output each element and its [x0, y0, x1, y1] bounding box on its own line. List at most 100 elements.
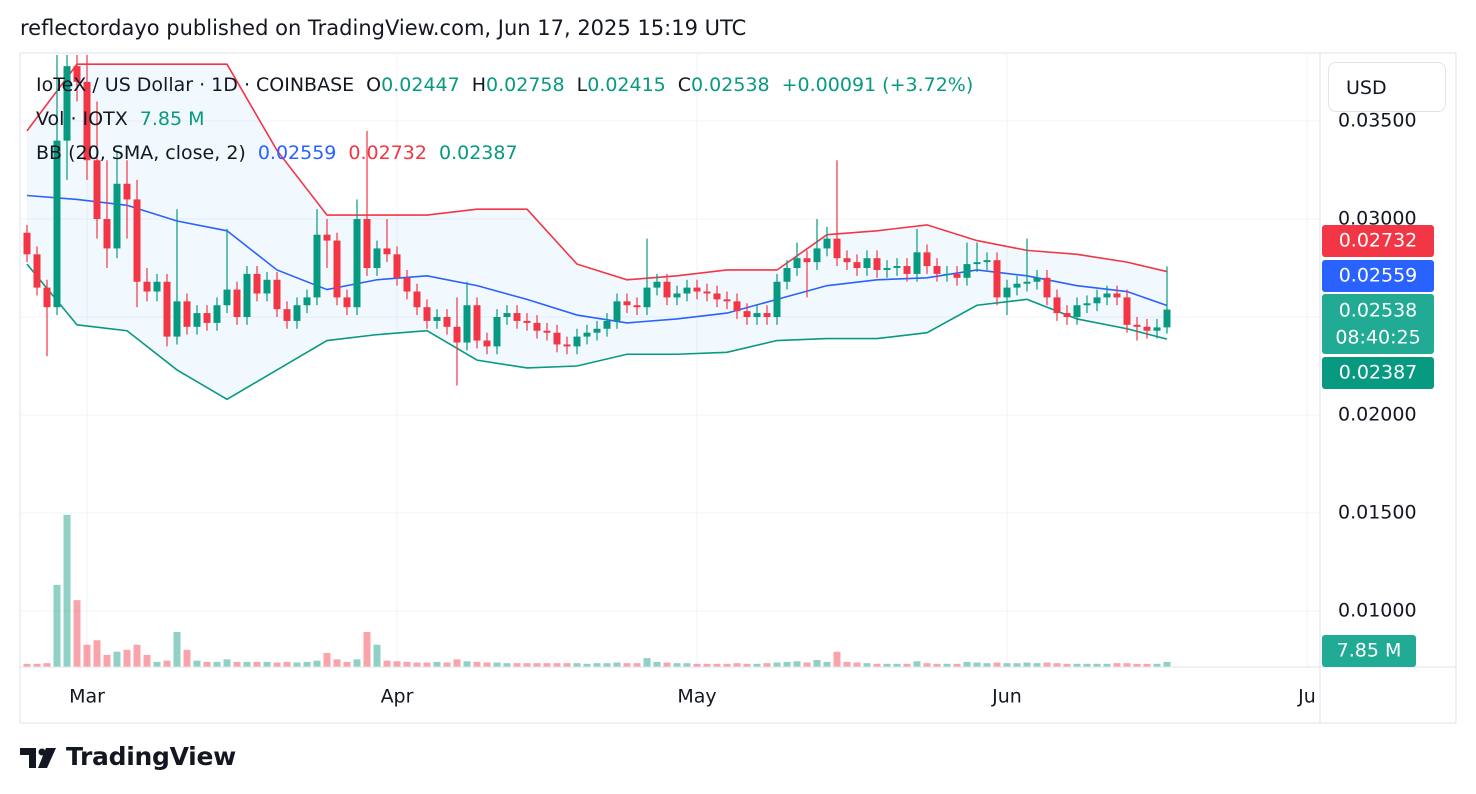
volume-bar — [383, 660, 391, 667]
candle-body — [1023, 281, 1031, 284]
candle-body — [1003, 287, 1011, 298]
volume-bar — [453, 659, 461, 667]
volume-bar — [513, 663, 521, 667]
volume-bar — [613, 662, 621, 667]
candle-body — [263, 279, 271, 294]
bb-line — [26, 194, 1168, 324]
price-tag — [1322, 357, 1434, 389]
volume-bar — [173, 631, 181, 667]
y-tick-label: 0.01000 — [1338, 599, 1417, 621]
candle-body — [293, 305, 301, 321]
candle-body — [483, 340, 491, 347]
price-tag — [1322, 294, 1434, 354]
candle-body — [283, 309, 291, 321]
volume-bar — [553, 663, 561, 667]
candle-body — [523, 320, 531, 323]
volume-bar — [23, 663, 31, 667]
volume-bar — [433, 661, 441, 667]
volume-bar — [463, 661, 471, 667]
volume-bar — [1123, 663, 1131, 667]
candle-body — [963, 264, 971, 278]
candle-body — [533, 322, 541, 331]
candle-body — [143, 281, 151, 292]
candle-body — [353, 219, 361, 308]
grid — [20, 53, 1320, 667]
volume-bar — [1083, 663, 1091, 667]
volume-bar — [53, 584, 61, 667]
candles — [23, 55, 1171, 386]
volume-bar — [1153, 663, 1161, 667]
volume-bar — [973, 662, 981, 667]
volume-bar — [43, 663, 51, 667]
change: +0.00091 (+3.72%) — [781, 74, 974, 96]
candle-body — [183, 301, 191, 327]
candle-body — [133, 199, 141, 282]
candle-body — [53, 140, 61, 308]
volume-bar — [363, 631, 371, 667]
volume-bar — [243, 661, 251, 667]
candle-body — [153, 281, 161, 292]
volume-bar — [603, 663, 611, 667]
candle-body — [1043, 277, 1051, 298]
volume-bar — [573, 663, 581, 667]
volume-bar — [763, 663, 771, 667]
bb-values: 0.02559 0.02732 0.02387 — [246, 142, 518, 164]
ohlc-key: C — [677, 74, 692, 96]
bb-fill — [27, 64, 1167, 400]
volume-bar — [153, 661, 161, 667]
volume-bar — [983, 663, 991, 667]
volume-bar — [293, 662, 301, 667]
volume-bar — [1113, 663, 1121, 667]
volume-bar — [913, 661, 921, 667]
bb-value: 0.02732 — [348, 142, 427, 164]
countdown: 08:40:25 — [1335, 327, 1420, 349]
volume-bar — [713, 663, 721, 667]
volume-bar — [93, 640, 101, 667]
volume-bar — [873, 663, 881, 667]
candle-body — [663, 281, 671, 298]
candle-body — [693, 287, 701, 292]
candle-body — [563, 344, 571, 347]
volume-bar — [863, 663, 871, 667]
volume-bar — [1163, 662, 1171, 667]
candle-body — [213, 305, 221, 323]
candle-body — [303, 297, 311, 306]
volume-bar — [83, 644, 91, 667]
volume-bar — [563, 663, 571, 667]
candle-body — [623, 301, 631, 306]
volume-pane — [23, 514, 1171, 667]
volume-bar — [373, 644, 381, 667]
volume-bar — [703, 663, 711, 667]
candle-body — [793, 258, 801, 269]
volume-bar — [693, 663, 701, 667]
volume-bar — [813, 659, 821, 667]
candle-body — [413, 291, 421, 308]
candle-body — [333, 240, 341, 298]
candle-body — [1033, 277, 1041, 282]
published-line: reflectordayo published on TradingView.c… — [20, 16, 747, 40]
volume-bar — [1033, 663, 1041, 667]
volume-bar — [1093, 663, 1101, 667]
volume-bar — [833, 651, 841, 667]
volume-bar — [223, 659, 231, 667]
x-tick-label: Jun — [991, 686, 1022, 708]
volume-bar — [1133, 663, 1141, 667]
price-tags: 0.02732 0.02559 0.02538 08:40:25 0.02387 7.85… — [1322, 225, 1434, 667]
brand-logo — [20, 748, 56, 768]
candle-body — [63, 66, 71, 141]
volume-bar — [133, 644, 141, 667]
currency-button[interactable]: USD — [1328, 62, 1446, 112]
candle-body — [543, 330, 551, 333]
candle-body — [313, 234, 321, 298]
volume-bar — [1013, 663, 1021, 667]
volume-bar — [1003, 663, 1011, 667]
volume-bar — [803, 662, 811, 667]
candle-body — [633, 305, 641, 308]
volume-bar — [273, 662, 281, 667]
candle-body — [813, 248, 821, 263]
volume-bar — [203, 661, 211, 667]
volume-bar — [233, 661, 241, 667]
bb-line — [26, 263, 1168, 401]
volume-value: 7.85 M — [139, 108, 205, 130]
